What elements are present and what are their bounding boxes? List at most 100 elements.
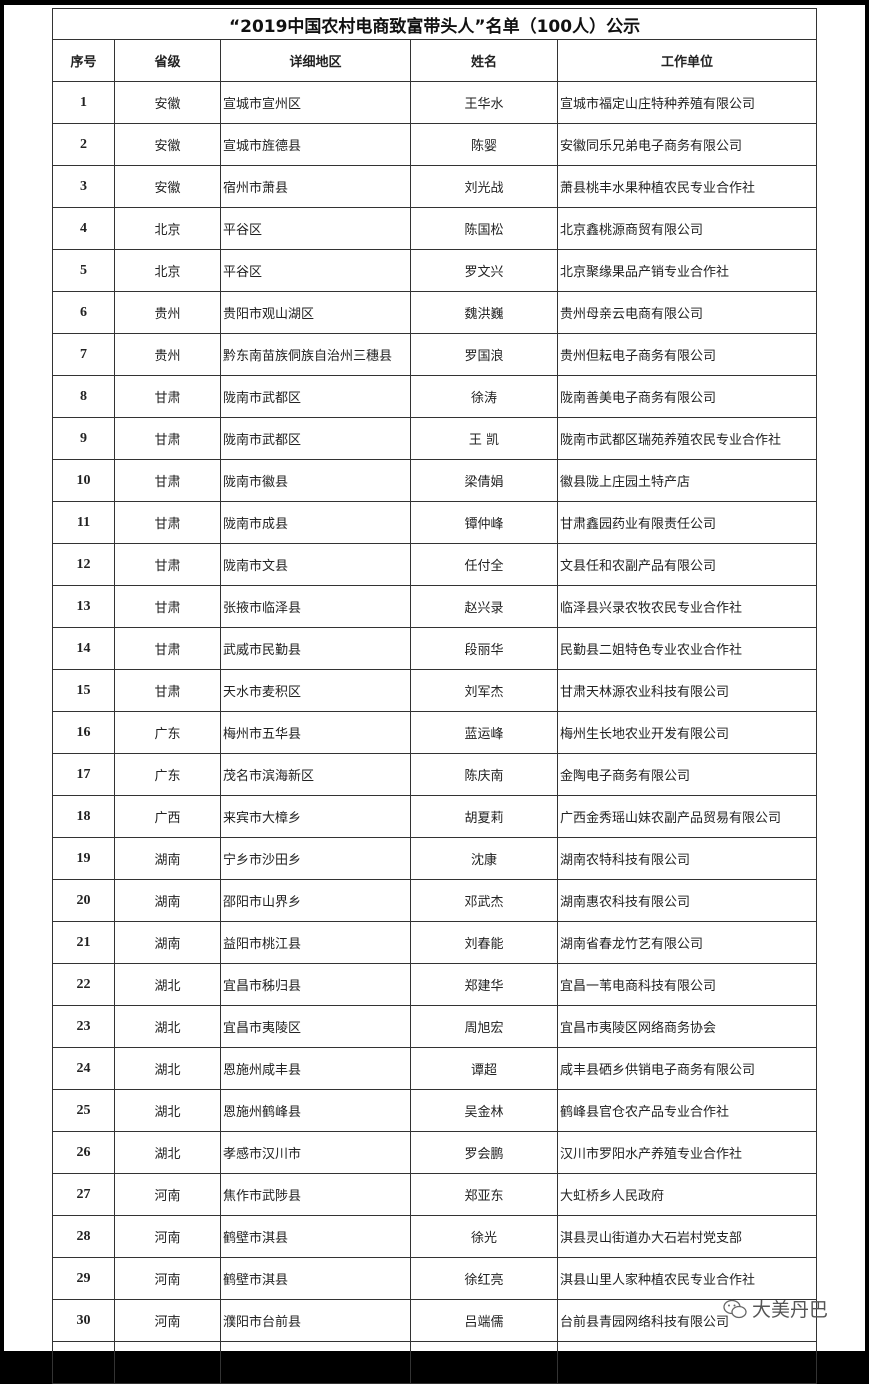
cell-no: 6 [52, 291, 115, 334]
cell-no: 3 [52, 165, 115, 208]
cell-no: 20 [52, 879, 115, 922]
cell-name: 沈康 [410, 837, 558, 880]
cell-unit: 临泽县兴录农牧农民专业合作社 [556, 585, 818, 628]
cell-area: 平谷区 [220, 207, 411, 250]
watermark: 大美丹巴 [722, 1295, 828, 1322]
cell-no: 25 [52, 1089, 115, 1132]
cell-name: 蓝运峰 [410, 711, 558, 754]
cell-area: 陇南市文县 [220, 543, 411, 586]
table-row: 2 安徽 宣城市旌德县 陈婴 安徽同乐兄弟电子商务有限公司 [52, 123, 818, 166]
table-title: “2019中国农村电商致富带头人”名单（100人）公示 [51, 8, 818, 40]
cell-area: 恩施州咸丰县 [220, 1047, 411, 1090]
cell-unit: 徽县陇上庄园土特产店 [556, 459, 818, 502]
cell-province: 湖南 [114, 921, 221, 964]
cell-name: 王 凯 [410, 417, 558, 460]
cell-name: 吴金林 [410, 1089, 558, 1132]
cell-name: 邓武杰 [410, 879, 558, 922]
cell-unit: 宣城市福定山庄特种养殖有限公司 [556, 81, 818, 124]
cell-province: 湖北 [114, 1089, 221, 1132]
cell-no: 23 [52, 1005, 115, 1048]
table-row: 6 贵州 贵阳市观山湖区 魏洪巍 贵州母亲云电商有限公司 [52, 291, 818, 334]
cell-unit: 金陶电子商务有限公司 [556, 753, 818, 796]
cell-unit: 安徽同乐兄弟电子商务有限公司 [556, 123, 818, 166]
cell-unit: 汉川市罗阳水产养殖专业合作社 [556, 1131, 818, 1174]
cell-area: 贵阳市观山湖区 [220, 291, 411, 334]
cell-name: 吕端儒 [410, 1299, 558, 1342]
table-row: 22 湖北 宜昌市秭归县 郑建华 宜昌一苇电商科技有限公司 [52, 963, 818, 1006]
cell-name: 梁倩娟 [410, 459, 558, 502]
cell-name: 陈婴 [410, 123, 558, 166]
cell-province: 安徽 [114, 165, 221, 208]
cell-unit: 台前县青园网络科技有限公司 [556, 1299, 818, 1342]
table-row: 3 安徽 宿州市萧县 刘光战 萧县桃丰水果种植农民专业合作社 [52, 165, 818, 208]
cell-unit: 湖南惠农科技有限公司 [556, 879, 818, 922]
table-row: 19 湖南 宁乡市沙田乡 沈康 湖南农特科技有限公司 [52, 837, 818, 880]
table-row: 7 贵州 黔东南苗族侗族自治州三穗县 罗国浪 贵州但耘电子商务有限公司 [52, 333, 818, 376]
cell-area: 濮阳市台前县 [220, 1299, 411, 1342]
cell-province: 湖北 [114, 1131, 221, 1174]
cell-no: 12 [52, 543, 115, 586]
cell-name: 罗文兴 [410, 249, 558, 292]
cell-area: 天水市麦积区 [220, 669, 411, 712]
cell-name: 郑亚东 [410, 1173, 558, 1216]
cell-no: 4 [52, 207, 115, 250]
cell-no: 21 [52, 921, 115, 964]
cell-name: 徐光 [410, 1215, 558, 1258]
cell-name: 魏洪巍 [410, 291, 558, 334]
cell-name: 罗会鹏 [410, 1131, 558, 1174]
empty-cell [114, 1341, 221, 1384]
table-row: 27 河南 焦作市武陟县 郑亚东 大虹桥乡人民政府 [52, 1173, 818, 1216]
table-row: 1 安徽 宣城市宣州区 王华水 宣城市福定山庄特种养殖有限公司 [52, 81, 818, 124]
cell-name: 陈庆南 [410, 753, 558, 796]
cell-no: 17 [52, 753, 115, 796]
cell-province: 广东 [114, 711, 221, 754]
cell-area: 梅州市五华县 [220, 711, 411, 754]
cell-area: 武威市民勤县 [220, 627, 411, 670]
header-unit: 工作单位 [556, 39, 818, 82]
header-no: 序号 [52, 39, 115, 82]
cell-unit: 北京鑫桃源商贸有限公司 [556, 207, 818, 250]
cell-no: 14 [52, 627, 115, 670]
empty-cell [52, 1341, 115, 1384]
cell-name: 谭超 [410, 1047, 558, 1090]
cell-province: 甘肃 [114, 543, 221, 586]
cell-province: 甘肃 [114, 627, 221, 670]
table-row: 8 甘肃 陇南市武都区 徐涛 陇南善美电子商务有限公司 [52, 375, 818, 418]
cell-unit: 甘肃天林源农业科技有限公司 [556, 669, 818, 712]
cell-province: 甘肃 [114, 375, 221, 418]
cell-no: 2 [52, 123, 115, 166]
cell-unit: 大虹桥乡人民政府 [556, 1173, 818, 1216]
table-row: 10 甘肃 陇南市徽县 梁倩娟 徽县陇上庄园土特产店 [52, 459, 818, 502]
cell-area: 宣城市宣州区 [220, 81, 411, 124]
cell-no: 26 [52, 1131, 115, 1174]
table-row: 17 广东 茂名市滨海新区 陈庆南 金陶电子商务有限公司 [52, 753, 818, 796]
header-province: 省级 [114, 39, 221, 82]
cell-name: 刘光战 [410, 165, 558, 208]
cell-unit: 广西金秀瑶山妹农副产品贸易有限公司 [556, 795, 818, 838]
cell-no: 18 [52, 795, 115, 838]
cell-no: 30 [52, 1299, 115, 1342]
cell-no: 1 [52, 81, 115, 124]
cell-unit: 文县任和农副产品有限公司 [556, 543, 818, 586]
cell-province: 甘肃 [114, 501, 221, 544]
table-row: 9 甘肃 陇南市武都区王 凯陇南市武都区瑞苑养殖农民专业合作社 [52, 417, 818, 460]
table-row: 11 甘肃 陇南市成县 镡仲峰 甘肃鑫园药业有限责任公司 [52, 501, 818, 544]
cell-area: 茂名市滨海新区 [220, 753, 411, 796]
table-row: 29 河南 鹤壁市淇县 徐红亮 淇县山里人家种植农民专业合作社 [52, 1257, 818, 1300]
cell-no: 9 [52, 417, 115, 460]
cell-province: 湖北 [114, 963, 221, 1006]
table-row: 5 北京 平谷区 罗文兴 北京聚缘果品产销专业合作社 [52, 249, 818, 292]
cell-name: 罗国浪 [410, 333, 558, 376]
cell-no: 24 [52, 1047, 115, 1090]
cell-no: 16 [52, 711, 115, 754]
cell-unit: 淇县山里人家种植农民专业合作社 [556, 1257, 818, 1300]
cell-area: 来宾市大樟乡 [220, 795, 411, 838]
document-page: “2019中国农村电商致富带头人”名单（100人）公示 序号 省级 详细地区 姓… [4, 5, 865, 1384]
cell-province: 河南 [114, 1173, 221, 1216]
cell-area: 鹤壁市淇县 [220, 1257, 411, 1300]
cell-name: 刘军杰 [410, 669, 558, 712]
cell-name: 刘春能 [410, 921, 558, 964]
cell-area: 陇南市武都区 [220, 417, 411, 460]
cell-name: 郑建华 [410, 963, 558, 1006]
table-row: 13 甘肃 张掖市临泽县 赵兴录 临泽县兴录农牧农民专业合作社 [52, 585, 818, 628]
